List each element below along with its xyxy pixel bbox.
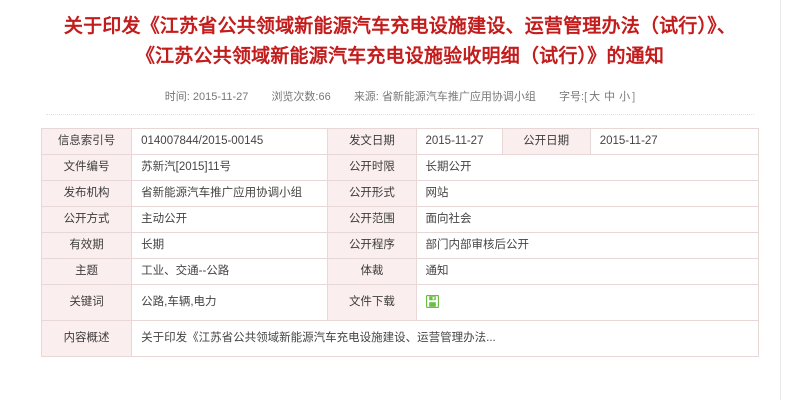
table-row: 有效期 长期 公开程序 部门内部审核后公开 <box>40 232 759 260</box>
row-value-genre: 通知 <box>415 258 759 286</box>
table-row: 内容概述 关于印发《江苏省公共领域新能源汽车充电设施建设、运营管理办法... <box>40 320 759 358</box>
table-row: 关键词 公路,车辆,电力 文件下载 <box>40 284 759 322</box>
row-value-valid-period: 长期 <box>131 232 329 260</box>
meta-views-label: 浏览次数: <box>271 91 319 104</box>
font-size-small-link[interactable]: 小 <box>619 91 631 104</box>
table-row: 主题 工业、交通--公路 体裁 通知 <box>40 258 759 286</box>
row-value-theme: 工业、交通--公路 <box>131 258 329 286</box>
row-label-file-download: 文件下载 <box>327 284 417 322</box>
row-value-file-number: 苏新汽[2015]11号 <box>131 154 329 182</box>
meta-views: 浏览次数:66 <box>271 89 330 105</box>
page-title: 关于印发《江苏省公共领域新能源汽车充电设施建设、运营管理办法（试行）》、 《江苏… <box>40 12 760 72</box>
meta-views-value: 66 <box>318 91 331 104</box>
meta-time: 时间: 2015-11-27 <box>165 89 249 105</box>
document-meta-bar: 时间: 2015-11-27 浏览次数:66 来源: 省新能源汽车推广应用协调小… <box>0 89 800 105</box>
row-label-publisher: 发布机构 <box>40 180 133 208</box>
meta-source-label: 来源: <box>353 91 379 104</box>
row-value-public-date: 2015-11-27 <box>589 128 760 156</box>
row-value-keywords: 公路,车辆,电力 <box>131 284 329 322</box>
row-label-file-number: 文件编号 <box>40 154 133 182</box>
row-label-issue-date: 发文日期 <box>327 128 417 156</box>
row-label-public-method: 公开方式 <box>40 206 133 234</box>
row-value-file-download <box>415 284 759 322</box>
title-block: 关于印发《江苏省公共领域新能源汽车充电设施建设、运营管理办法（试行）》、 《江苏… <box>0 0 800 72</box>
row-value-public-procedure: 部门内部审核后公开 <box>415 232 759 260</box>
row-label-public-date: 公开日期 <box>501 128 591 156</box>
row-value-public-period: 长期公开 <box>415 154 759 182</box>
bracket-close: ] <box>632 91 636 104</box>
font-size-control: 字号:[大中小] <box>559 89 635 105</box>
row-label-public-period: 公开时限 <box>327 154 417 182</box>
table-row: 文件编号 苏新汽[2015]11号 公开时限 长期公开 <box>40 154 759 182</box>
table-row: 信息索引号 014007844/2015-00145 发文日期 2015-11-… <box>40 128 760 156</box>
font-size-label: 字号: <box>559 91 585 104</box>
row-label-public-form: 公开形式 <box>327 180 417 208</box>
table-row: 公开方式 主动公开 公开范围 面向社会 <box>40 206 759 234</box>
row-value-publisher: 省新能源汽车推广应用协调小组 <box>131 180 329 208</box>
row-label-info-index: 信息索引号 <box>40 128 133 156</box>
document-info-table: 信息索引号 014007844/2015-00145 发文日期 2015-11-… <box>40 128 760 358</box>
row-label-keywords: 关键词 <box>40 284 133 322</box>
meta-source: 来源: 省新能源汽车推广应用协调小组 <box>354 89 536 105</box>
row-label-theme: 主题 <box>40 258 133 286</box>
row-value-info-index: 014007844/2015-00145 <box>131 128 329 156</box>
download-icon[interactable] <box>425 294 439 308</box>
font-size-large-link[interactable]: 大 <box>589 91 601 104</box>
header-divider <box>46 114 754 116</box>
row-value-public-form: 网站 <box>415 180 759 208</box>
page-title-line-2: 《江苏公共领域新能源汽车充电设施验收明细（试行）》的通知 <box>135 46 665 67</box>
row-label-content-summary: 内容概述 <box>40 320 133 358</box>
table-row: 发布机构 省新能源汽车推广应用协调小组 公开形式 网站 <box>40 180 759 208</box>
row-value-issue-date: 2015-11-27 <box>415 128 503 156</box>
row-label-public-procedure: 公开程序 <box>327 232 417 260</box>
row-label-public-scope: 公开范围 <box>327 206 417 234</box>
page-title-line-1: 关于印发《江苏省公共领域新能源汽车充电设施建设、运营管理办法（试行）》、 <box>63 16 737 37</box>
row-value-content-summary: 关于印发《江苏省公共领域新能源汽车充电设施建设、运营管理办法... <box>131 320 759 358</box>
row-label-valid-period: 有效期 <box>40 232 133 260</box>
info-table-wrapper: 信息索引号 014007844/2015-00145 发文日期 2015-11-… <box>40 128 760 358</box>
font-size-options: [大中小] <box>584 89 635 105</box>
meta-time-value: 2015-11-27 <box>192 91 249 104</box>
meta-time-label: 时间: <box>164 91 190 104</box>
meta-source-value: 省新能源汽车推广应用协调小组 <box>381 91 536 104</box>
row-label-genre: 体裁 <box>327 258 417 286</box>
bracket-open: [ <box>584 91 588 104</box>
row-value-public-method: 主动公开 <box>131 206 329 234</box>
row-value-public-scope: 面向社会 <box>415 206 759 234</box>
font-size-medium-link[interactable]: 中 <box>604 91 616 104</box>
